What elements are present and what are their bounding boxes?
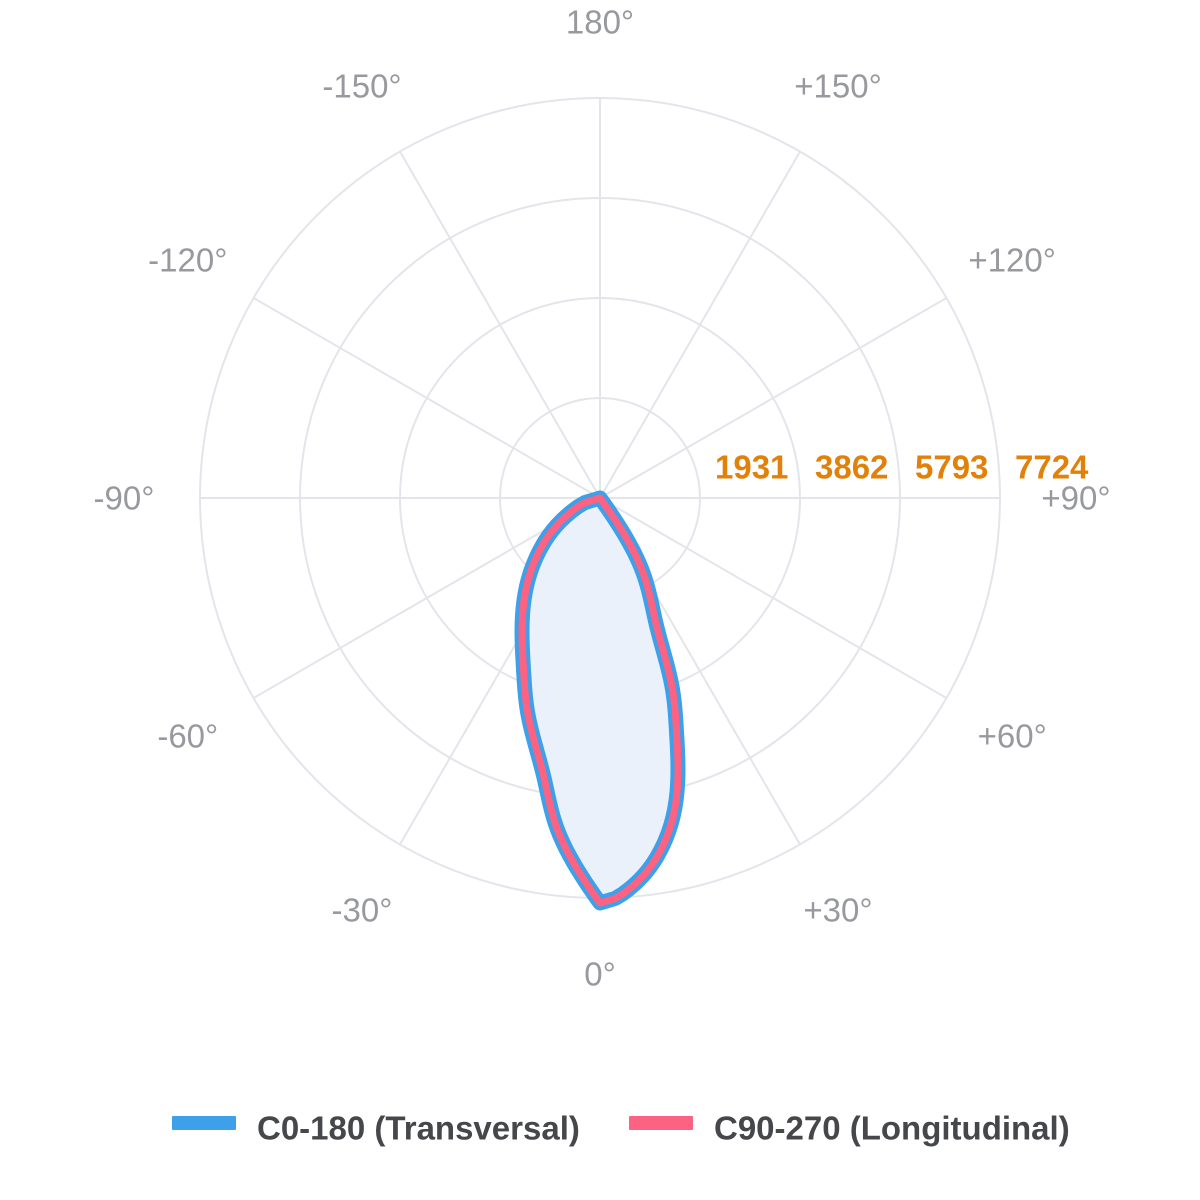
svg-text:-150°: -150° (322, 67, 401, 104)
svg-text:-30°: -30° (332, 892, 393, 929)
svg-text:3862: 3862 (815, 449, 888, 486)
svg-text:-60°: -60° (157, 718, 218, 755)
svg-text:-120°: -120° (148, 242, 227, 279)
svg-text:0°: 0° (584, 956, 616, 993)
svg-text:C90-270 (Longitudinal): C90-270 (Longitudinal) (714, 1110, 1070, 1147)
svg-text:+150°: +150° (794, 67, 882, 104)
svg-text:+30°: +30° (803, 892, 872, 929)
svg-text:5793: 5793 (915, 449, 988, 486)
svg-text:C0-180 (Transversal): C0-180 (Transversal) (257, 1110, 580, 1147)
svg-text:+120°: +120° (968, 242, 1056, 279)
svg-text:-90°: -90° (94, 480, 155, 517)
svg-text:7724: 7724 (1015, 449, 1089, 486)
svg-text:180°: 180° (566, 4, 634, 41)
svg-text:+60°: +60° (978, 718, 1047, 755)
svg-text:1931: 1931 (715, 449, 788, 486)
